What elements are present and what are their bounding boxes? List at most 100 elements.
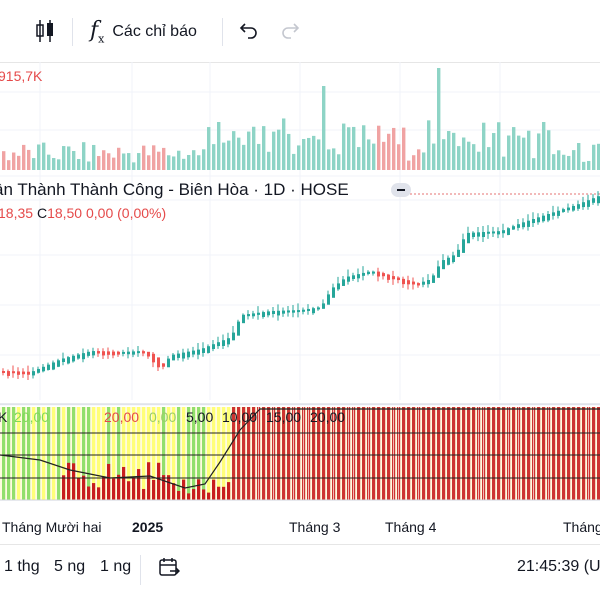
indicator-bar <box>147 407 151 500</box>
volume-bar <box>92 144 96 170</box>
indicator-bar <box>232 407 236 500</box>
indicator-bar <box>282 407 286 500</box>
volume-bar <box>202 149 206 170</box>
volume-label: 915,7K <box>0 68 43 84</box>
volume-bar <box>57 159 61 170</box>
price-chart[interactable] <box>0 62 600 542</box>
indicator-bar <box>357 407 361 500</box>
volume-bar <box>52 158 56 170</box>
undo-icon[interactable] <box>238 20 258 40</box>
candle <box>327 294 330 305</box>
indicator-bar <box>322 407 326 500</box>
indicator-bar <box>202 407 206 500</box>
candle <box>337 283 340 290</box>
volume-bar <box>102 150 106 170</box>
ohlc-prefix: 18,35 <box>0 205 34 221</box>
candle <box>167 358 170 368</box>
candle <box>402 278 405 285</box>
indicator-bar <box>562 407 566 500</box>
volume-bar <box>582 161 586 170</box>
indicator-label: 20,00 <box>310 409 346 425</box>
volume-bar <box>352 126 356 170</box>
candle <box>332 287 335 298</box>
date-range-icon[interactable] <box>158 556 181 583</box>
volume-bar <box>277 129 281 170</box>
volume-bar <box>552 154 556 170</box>
range-5-day-button[interactable]: 5 ng <box>54 558 86 575</box>
candle <box>227 338 230 345</box>
range-1-month-button[interactable]: 1 thg <box>4 558 40 575</box>
indicator-bar <box>47 407 51 500</box>
volume-bar <box>477 151 481 170</box>
indicator-bar <box>402 407 406 500</box>
candle <box>57 360 60 367</box>
collapse-legend-button[interactable] <box>391 183 411 197</box>
indicator-bar <box>317 407 321 500</box>
volume-bar <box>62 146 66 170</box>
indicator-bar <box>82 407 86 500</box>
volume-bar <box>212 144 216 170</box>
indicator-bar <box>377 407 381 500</box>
volume-bar <box>392 127 396 170</box>
candlestick-icon[interactable] <box>34 18 56 44</box>
indicator-sub-bar <box>142 488 146 500</box>
range-1-day-button[interactable]: 1 ng <box>100 558 132 575</box>
indicators-button[interactable]: fx Các chỉ báo <box>90 18 197 45</box>
indicator-bar <box>277 407 281 500</box>
indicator-bar-gap <box>258 407 259 500</box>
indicator-bar <box>472 407 476 500</box>
volume-bar <box>572 150 576 170</box>
indicator-sub-bar <box>62 475 66 500</box>
indicator-bar <box>62 407 66 500</box>
volume-bar <box>192 150 196 170</box>
indicator-sub-bar <box>122 466 126 500</box>
indicator-bar <box>42 407 46 500</box>
candle <box>47 364 50 370</box>
indicator-bar <box>582 407 586 500</box>
candle <box>437 266 440 278</box>
indicator-bar <box>362 407 366 500</box>
volume-bar <box>482 122 486 170</box>
candle <box>517 224 520 228</box>
indicator-sub-bar <box>187 493 191 500</box>
volume-bar <box>2 151 6 170</box>
candle <box>412 281 415 285</box>
indicator-bar <box>2 407 6 500</box>
candle <box>287 310 290 313</box>
indicator-bar-gap <box>393 407 394 500</box>
candle <box>62 358 65 363</box>
volume-bar <box>597 143 600 170</box>
volume-bar <box>232 131 236 170</box>
candle <box>252 313 255 317</box>
volume-bar <box>467 141 471 170</box>
volume-bar <box>267 151 271 170</box>
indicator-bar-gap <box>588 407 589 500</box>
candle <box>202 348 205 353</box>
indicator-bar <box>162 407 166 500</box>
candle <box>182 352 185 359</box>
indicator-bar <box>467 407 471 500</box>
indicator-bar <box>487 407 491 500</box>
volume-bar <box>332 148 336 170</box>
indicator-bar <box>237 407 241 500</box>
candle <box>487 231 490 234</box>
candle <box>502 230 505 234</box>
candle <box>187 351 190 358</box>
volume-bar <box>577 143 581 170</box>
indicator-bar <box>97 407 101 500</box>
indicator-bar <box>22 407 26 500</box>
indicator-bar <box>217 407 221 500</box>
indicator-bar <box>112 407 116 500</box>
volume-bar <box>537 133 541 170</box>
volume-bar <box>27 149 31 170</box>
volume-bar <box>387 133 391 170</box>
candle <box>417 283 420 286</box>
volume-bar <box>457 146 461 170</box>
candle <box>207 346 210 353</box>
indicator-bar <box>387 407 391 500</box>
indicator-bar <box>542 407 546 500</box>
candle <box>552 212 555 216</box>
indicator-bar <box>457 407 461 500</box>
candle <box>12 371 15 374</box>
redo-icon[interactable] <box>281 20 301 40</box>
